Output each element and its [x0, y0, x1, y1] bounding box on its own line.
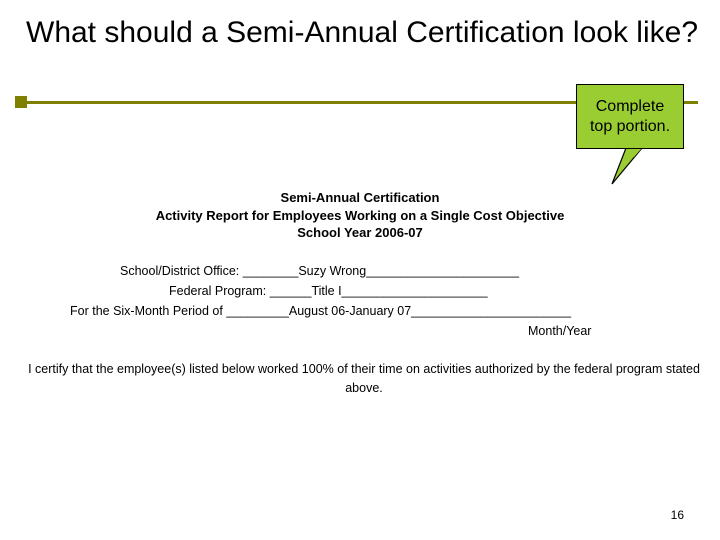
slide-title: What should a Semi-Annual Certification …: [26, 14, 698, 52]
doc-header-line3: School Year 2006-07: [0, 224, 720, 242]
certification-statement: I certify that the employee(s) listed be…: [8, 360, 720, 398]
callout-box: Complete top portion.: [576, 84, 684, 149]
document-header: Semi-Annual Certification Activity Repor…: [0, 189, 720, 242]
form-block: School/District Office: ________Suzy Wro…: [0, 261, 720, 341]
form-month-year-label: Month/Year: [0, 321, 720, 341]
form-federal-program: Federal Program: ______Title I__________…: [0, 281, 720, 301]
callout-text: Complete top portion.: [583, 97, 677, 137]
doc-header-line2: Activity Report for Employees Working on…: [0, 207, 720, 225]
form-period: For the Six-Month Period of _________Aug…: [0, 301, 720, 321]
doc-header-line1: Semi-Annual Certification: [0, 189, 720, 207]
page-number: 16: [671, 508, 684, 522]
form-school-district: School/District Office: ________Suzy Wro…: [0, 261, 720, 281]
